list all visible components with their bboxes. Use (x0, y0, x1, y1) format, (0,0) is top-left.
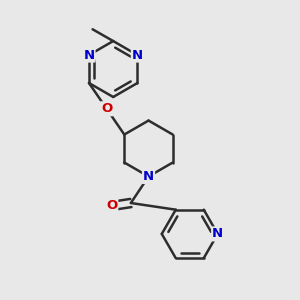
Text: O: O (101, 102, 112, 115)
Text: N: N (132, 49, 143, 62)
Text: N: N (143, 170, 154, 183)
Text: N: N (83, 49, 94, 62)
Text: N: N (212, 227, 223, 240)
Text: O: O (106, 200, 117, 212)
